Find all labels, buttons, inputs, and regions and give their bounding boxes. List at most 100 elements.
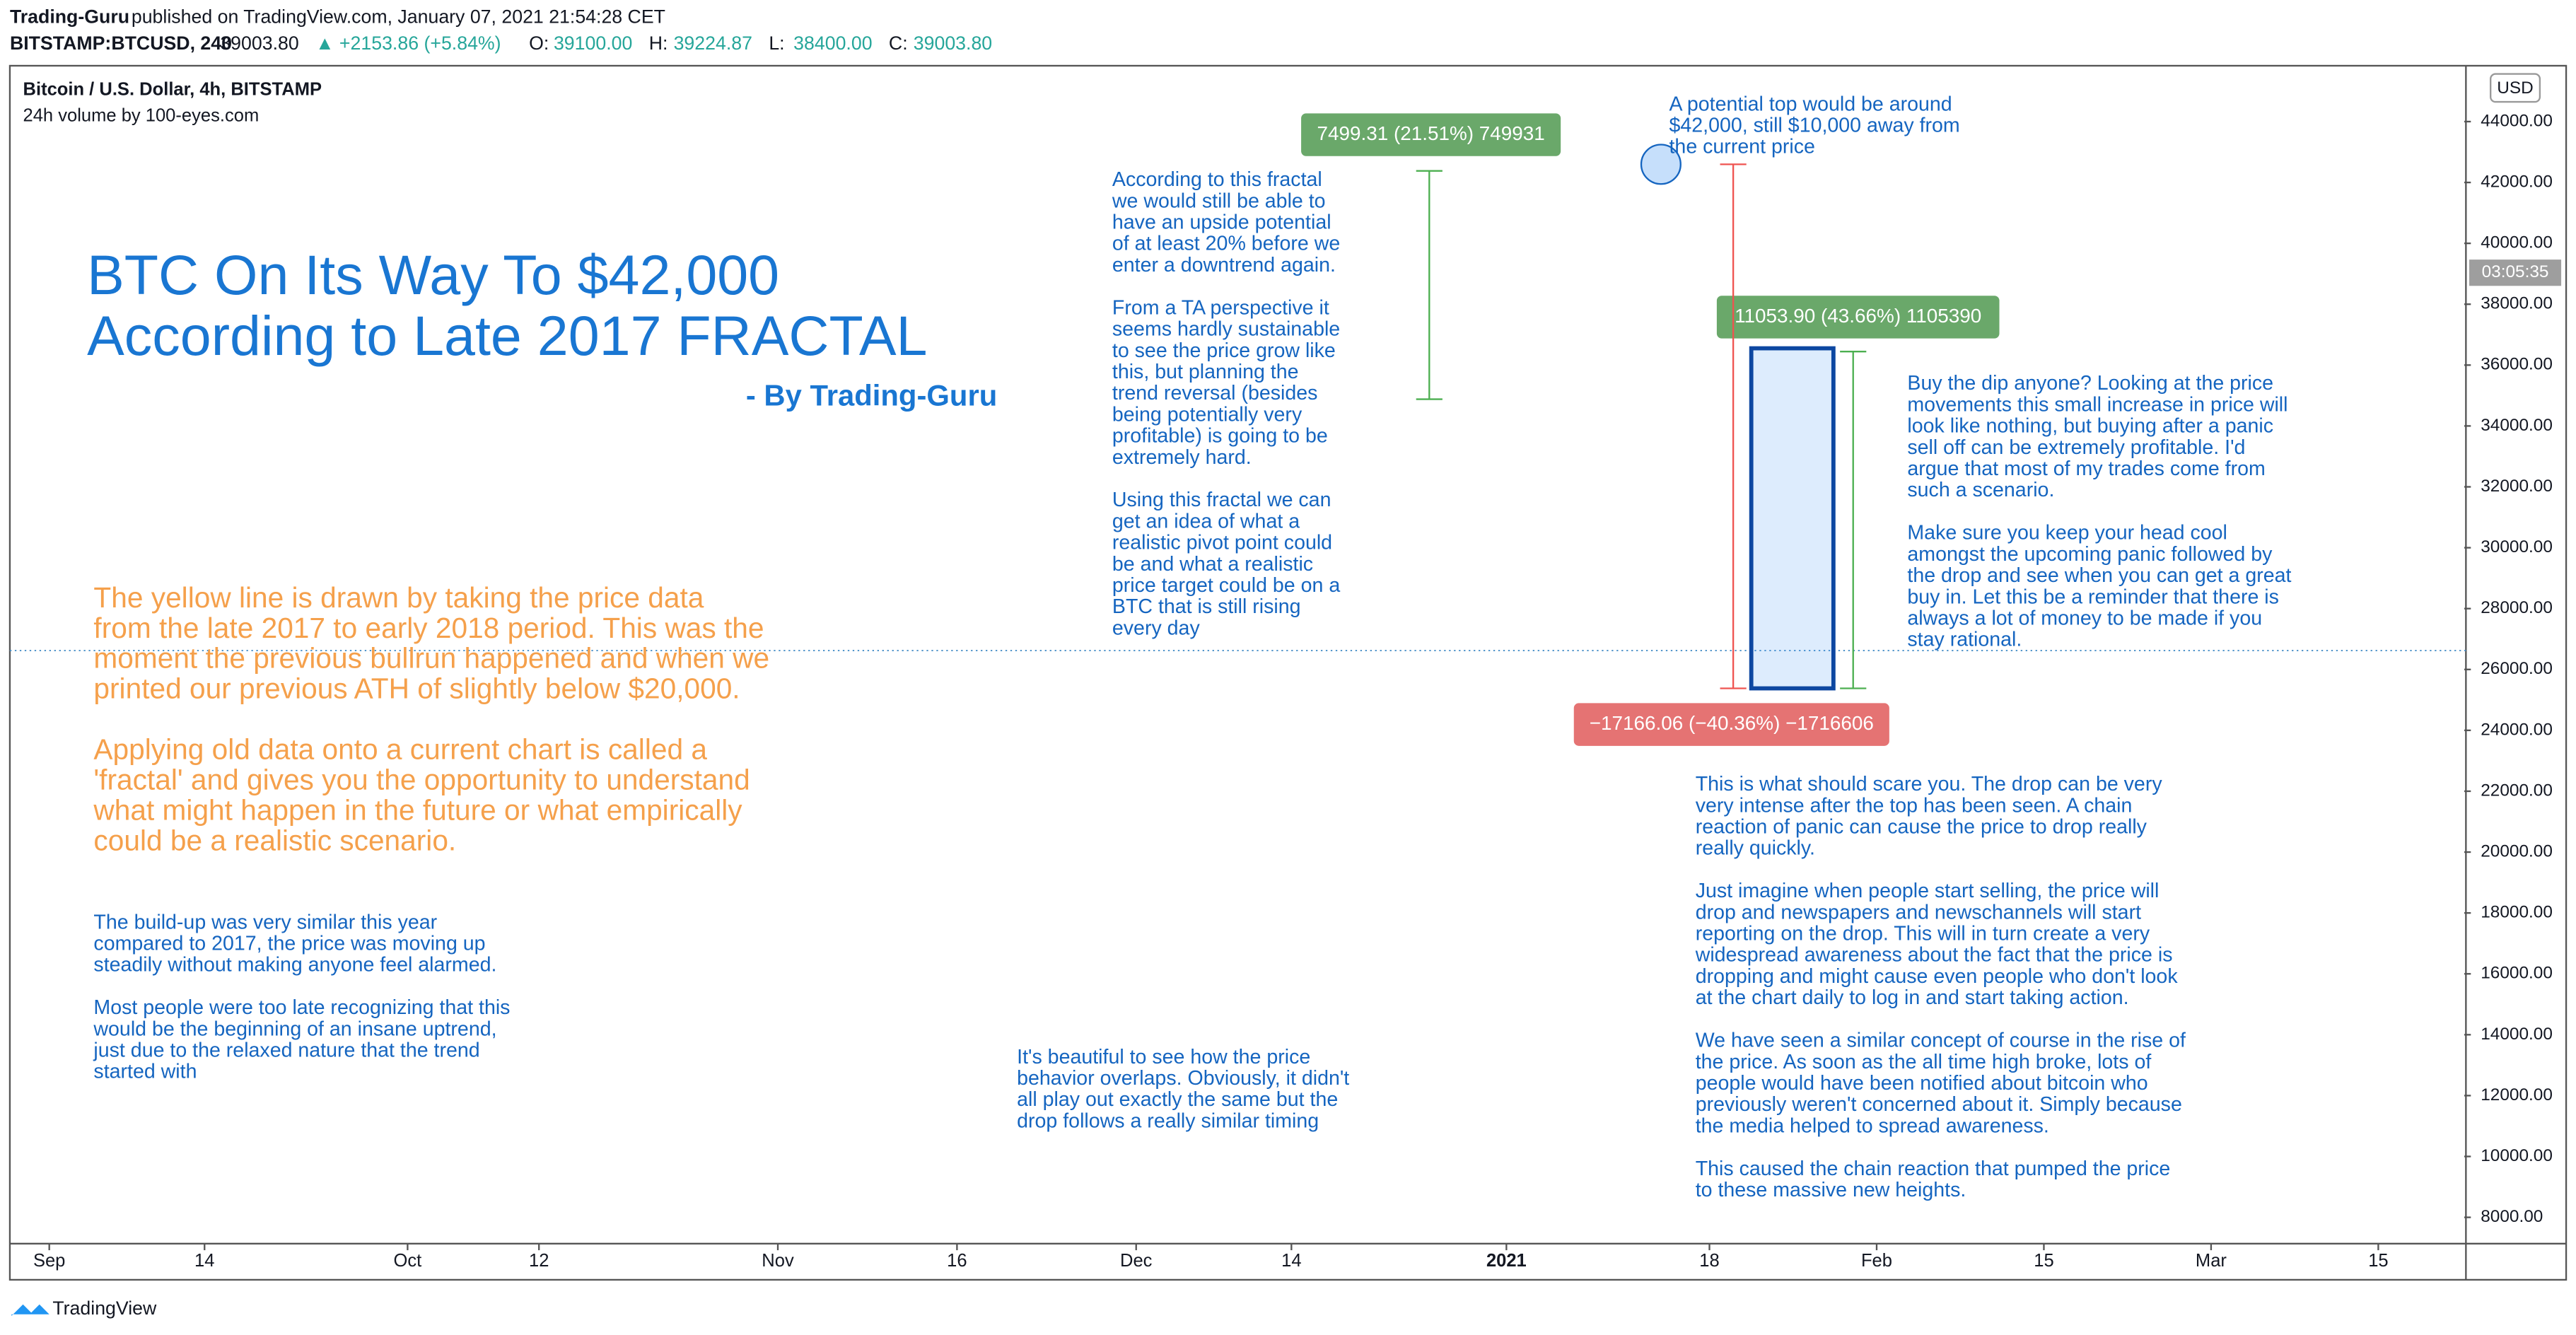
ohlc-value: 39100.00: [554, 33, 632, 54]
ohlc-key: L:: [769, 33, 784, 54]
measure-label: 7499.31 (21.51%) 749931: [1317, 122, 1544, 144]
note-line: the drop and see when you can get a grea…: [1907, 564, 2291, 587]
note-line: price target could be on a: [1112, 574, 1340, 597]
note-line: realistic pivot point could: [1112, 532, 1332, 554]
x-tick-label: Nov: [762, 1251, 794, 1271]
x-tick-label: 2021: [1486, 1251, 1527, 1271]
note-line: trend reversal (besides: [1112, 382, 1318, 404]
note-line: the media helped to spread awareness.: [1696, 1114, 2049, 1137]
x-tick-label: 18: [1699, 1251, 1719, 1271]
x-tick-label: Sep: [33, 1251, 65, 1271]
ohlc-key: O:: [529, 33, 549, 54]
note-line: of at least 20% before we: [1112, 233, 1340, 255]
y-tick-label: 10000.00: [2481, 1146, 2553, 1165]
note-line: we would still be able to: [1112, 190, 1326, 212]
note-line: widespread awareness about the fact that…: [1695, 944, 2173, 967]
measure-label: −17166.06 (−40.36%) −1716606: [1590, 712, 1874, 734]
ohlc-key: H:: [649, 33, 668, 54]
note-line: reaction of panic can cause the price to…: [1696, 816, 2147, 839]
y-tick-label: 44000.00: [2481, 111, 2553, 130]
countdown: 03:05:35: [2482, 262, 2549, 281]
y-tick-label: 20000.00: [2481, 841, 2553, 861]
y-tick-label: 18000.00: [2481, 903, 2553, 922]
ohlc-key: C:: [889, 33, 908, 54]
note-line: BTC that is still rising: [1112, 595, 1301, 618]
note-line: Buy the dip anyone? Looking at the price: [1907, 372, 2273, 395]
currency-box: [2490, 73, 2541, 103]
note-line: be and what a realistic: [1112, 553, 1313, 576]
note-line: enter a downtrend again.: [1112, 254, 1336, 276]
note-line: This caused the chain reaction that pump…: [1696, 1158, 2171, 1180]
x-tick-label: 16: [947, 1251, 967, 1271]
x-tick-label: 14: [194, 1251, 214, 1271]
measure-box: [1301, 113, 1561, 156]
note-line: have an upside potential: [1112, 211, 1331, 234]
note-line: reporting on the drop. This will in turn…: [1696, 923, 2150, 945]
note-line: previously weren't concerned about it. S…: [1696, 1093, 2182, 1116]
intro-line: printed our previous ATH of slightly bel…: [93, 672, 740, 705]
texts: Trading-Guru published on TradingView.com…: [10, 6, 2553, 1319]
note-line: would be the beginning of an insane uptr…: [93, 1018, 496, 1040]
ohlc-value: 39003.80: [914, 33, 992, 54]
note-line: extremely hard.: [1112, 446, 1252, 469]
y-tick-label: 8000.00: [2481, 1207, 2543, 1226]
y-tick-label: 24000.00: [2481, 720, 2553, 739]
instrument: Bitcoin / U.S. Dollar, 4h, BITSTAMP: [23, 80, 322, 100]
x-tick-label: Mar: [2196, 1251, 2227, 1271]
price-change: ▲ +2153.86 (+5.84%): [315, 33, 501, 54]
published: published on TradingView.com, January 07…: [132, 6, 665, 28]
x-tick-label: 15: [2368, 1251, 2388, 1271]
intro-line: 'fractal' and gives you the opportunity …: [93, 764, 750, 796]
note-line: The build-up was very similar this year: [93, 911, 437, 933]
x-tick-label: Oct: [394, 1251, 422, 1271]
note-line: According to this fractal: [1112, 168, 1322, 191]
note-line: It's beautiful to see how the price: [1017, 1046, 1310, 1068]
x-tick-label: 15: [2034, 1251, 2053, 1271]
x-tick-label: 12: [529, 1251, 549, 1271]
measure-box: [1573, 703, 1889, 746]
brand: TradingView: [52, 1298, 157, 1319]
y-tick-label: 40000.00: [2481, 233, 2553, 252]
note-line: such a scenario.: [1907, 479, 2054, 501]
intro-line: Applying old data onto a current chart i…: [93, 733, 707, 766]
author: Trading-Guru: [10, 6, 129, 28]
chart-frame: [8, 64, 2568, 1281]
note-line: buy in. Let this be a reminder that ther…: [1907, 585, 2279, 608]
y-tick-label: 26000.00: [2481, 659, 2553, 678]
note-line: at the chart daily to log in and start t…: [1696, 986, 2129, 1009]
note-line: all play out exactly the same but the: [1017, 1088, 1338, 1111]
note-line: We have seen a similar concept of course…: [1696, 1030, 2186, 1052]
symbol: BITSTAMP:BTCUSD, 240: [10, 33, 232, 54]
currency: USD: [2497, 78, 2533, 98]
y-tick-label: 28000.00: [2481, 598, 2553, 617]
x-tick-label: Feb: [1861, 1251, 1892, 1271]
note-line: Make sure you keep your head cool: [1907, 522, 2227, 544]
note-line: always a lot of money to be made if you: [1907, 607, 2262, 629]
note-line: $42,000, still $10,000 away from: [1669, 114, 1960, 136]
note-line: to these massive new heights.: [1696, 1179, 1966, 1201]
annotations: [1301, 73, 2562, 746]
note-line: amongst the upcoming panic followed by: [1907, 543, 2273, 566]
note-line: profitable) is going to be: [1112, 425, 1328, 448]
note-line: Just imagine when people start selling, …: [1696, 880, 2160, 902]
note-line: A potential top would be around: [1669, 93, 1952, 115]
note-line: compared to 2017, the price was moving u…: [93, 932, 485, 955]
note-line: started with: [93, 1061, 197, 1083]
ohlc-value: 38400.00: [793, 33, 872, 54]
note-line: argue that most of my trades come from: [1907, 457, 2265, 480]
y-tick-label: 36000.00: [2481, 355, 2553, 374]
ohlc-value: 39224.87: [674, 33, 752, 54]
note-line: sell off can be extremely profitable. I'…: [1907, 436, 2245, 459]
note-line: the price. As soon as the all time high …: [1696, 1051, 2152, 1073]
note-line: drop and newspapers and newschannels wil…: [1696, 901, 2141, 923]
note-line: behavior overlaps. Obviously, it didn't: [1017, 1067, 1349, 1090]
x-tick-label: Dec: [1120, 1251, 1153, 1271]
y-tick-label: 42000.00: [2481, 172, 2553, 191]
countdown-box: [2469, 260, 2562, 286]
y-tick-label: 38000.00: [2481, 294, 2553, 313]
y-tick-label: 14000.00: [2481, 1025, 2553, 1044]
note-line: get an idea of what a: [1112, 510, 1300, 532]
note-line: the current price: [1669, 136, 1815, 158]
note-line: this, but planning the: [1112, 361, 1299, 383]
